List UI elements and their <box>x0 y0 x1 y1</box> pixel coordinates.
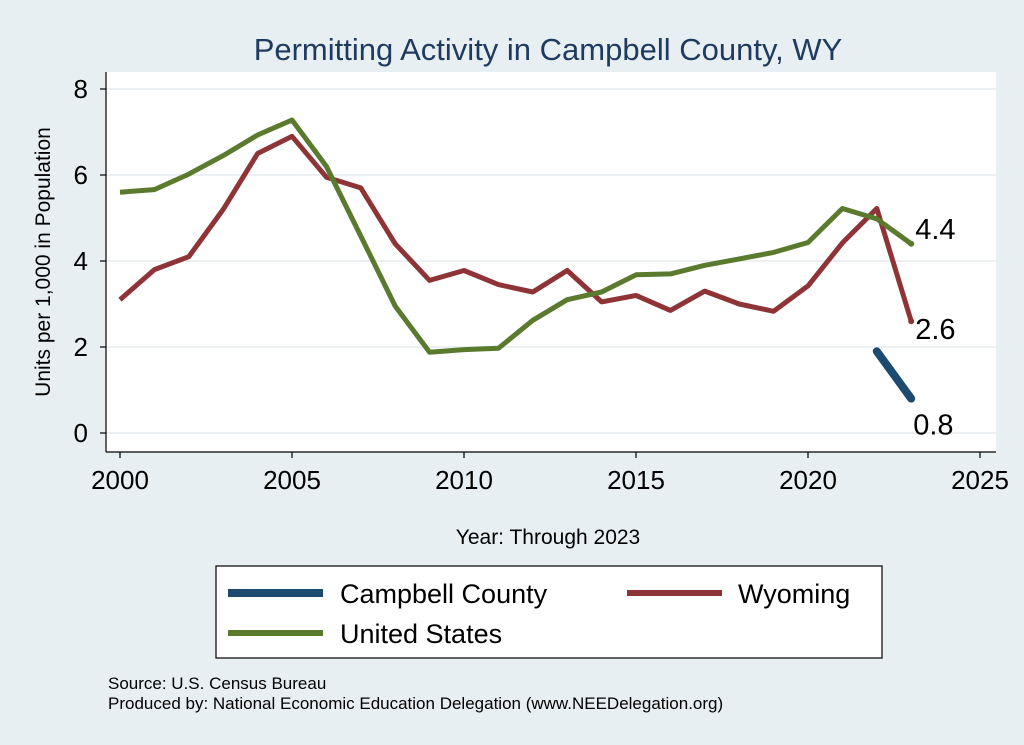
series-end-marker-united-states <box>908 240 915 247</box>
y-tick-label-4: 4 <box>74 246 88 276</box>
series-end-marker-campbell-county <box>908 395 915 402</box>
x-tick-label-2000: 2000 <box>91 465 149 495</box>
x-axis-label: Year: Through 2023 <box>456 526 641 549</box>
x-tick-label-2010: 2010 <box>435 465 493 495</box>
x-tick-label-2025: 2025 <box>951 465 1009 495</box>
chart-title: Permitting Activity in Campbell County, … <box>254 32 843 67</box>
x-tick-label-2015: 2015 <box>607 465 665 495</box>
legend-box <box>215 565 883 659</box>
legend-label-wyoming: Wyoming <box>738 579 850 609</box>
source-note: Source: U.S. Census Bureau <box>108 674 326 693</box>
y-tick-label-0: 0 <box>74 418 88 448</box>
plot-area <box>106 72 996 452</box>
end-labels: 0.8 2.6 4.4 <box>913 214 955 442</box>
y-tick-label-2: 2 <box>74 332 88 362</box>
x-tick-label-2020: 2020 <box>779 465 837 495</box>
series-line-campbell-county <box>872 347 916 403</box>
y-axis-label: Units per 1,000 in Population <box>32 127 55 397</box>
end-label-united-states: 4.4 <box>915 214 955 246</box>
series-end-marker-wyoming <box>908 318 915 325</box>
series-line-wyoming <box>118 133 914 322</box>
end-label-wyoming: 2.6 <box>915 314 955 346</box>
y-tick-label-6: 6 <box>74 160 88 190</box>
axes: 0 2 4 6 8 2000 2005 2010 2015 2020 2025 <box>74 72 1009 495</box>
series-layer <box>118 117 916 403</box>
producer-note: Produced by: National Economic Education… <box>108 694 723 713</box>
legend-label-campbell-county: Campbell County <box>340 579 548 609</box>
legend: Campbell County Wyoming United States <box>215 565 883 659</box>
end-label-campbell-county: 0.8 <box>913 410 953 442</box>
grid <box>106 88 996 434</box>
series-line-united-states <box>119 117 913 355</box>
y-tick-label-8: 8 <box>74 74 88 104</box>
x-tick-label-2005: 2005 <box>263 465 321 495</box>
legend-label-united-states: United States <box>340 619 502 649</box>
